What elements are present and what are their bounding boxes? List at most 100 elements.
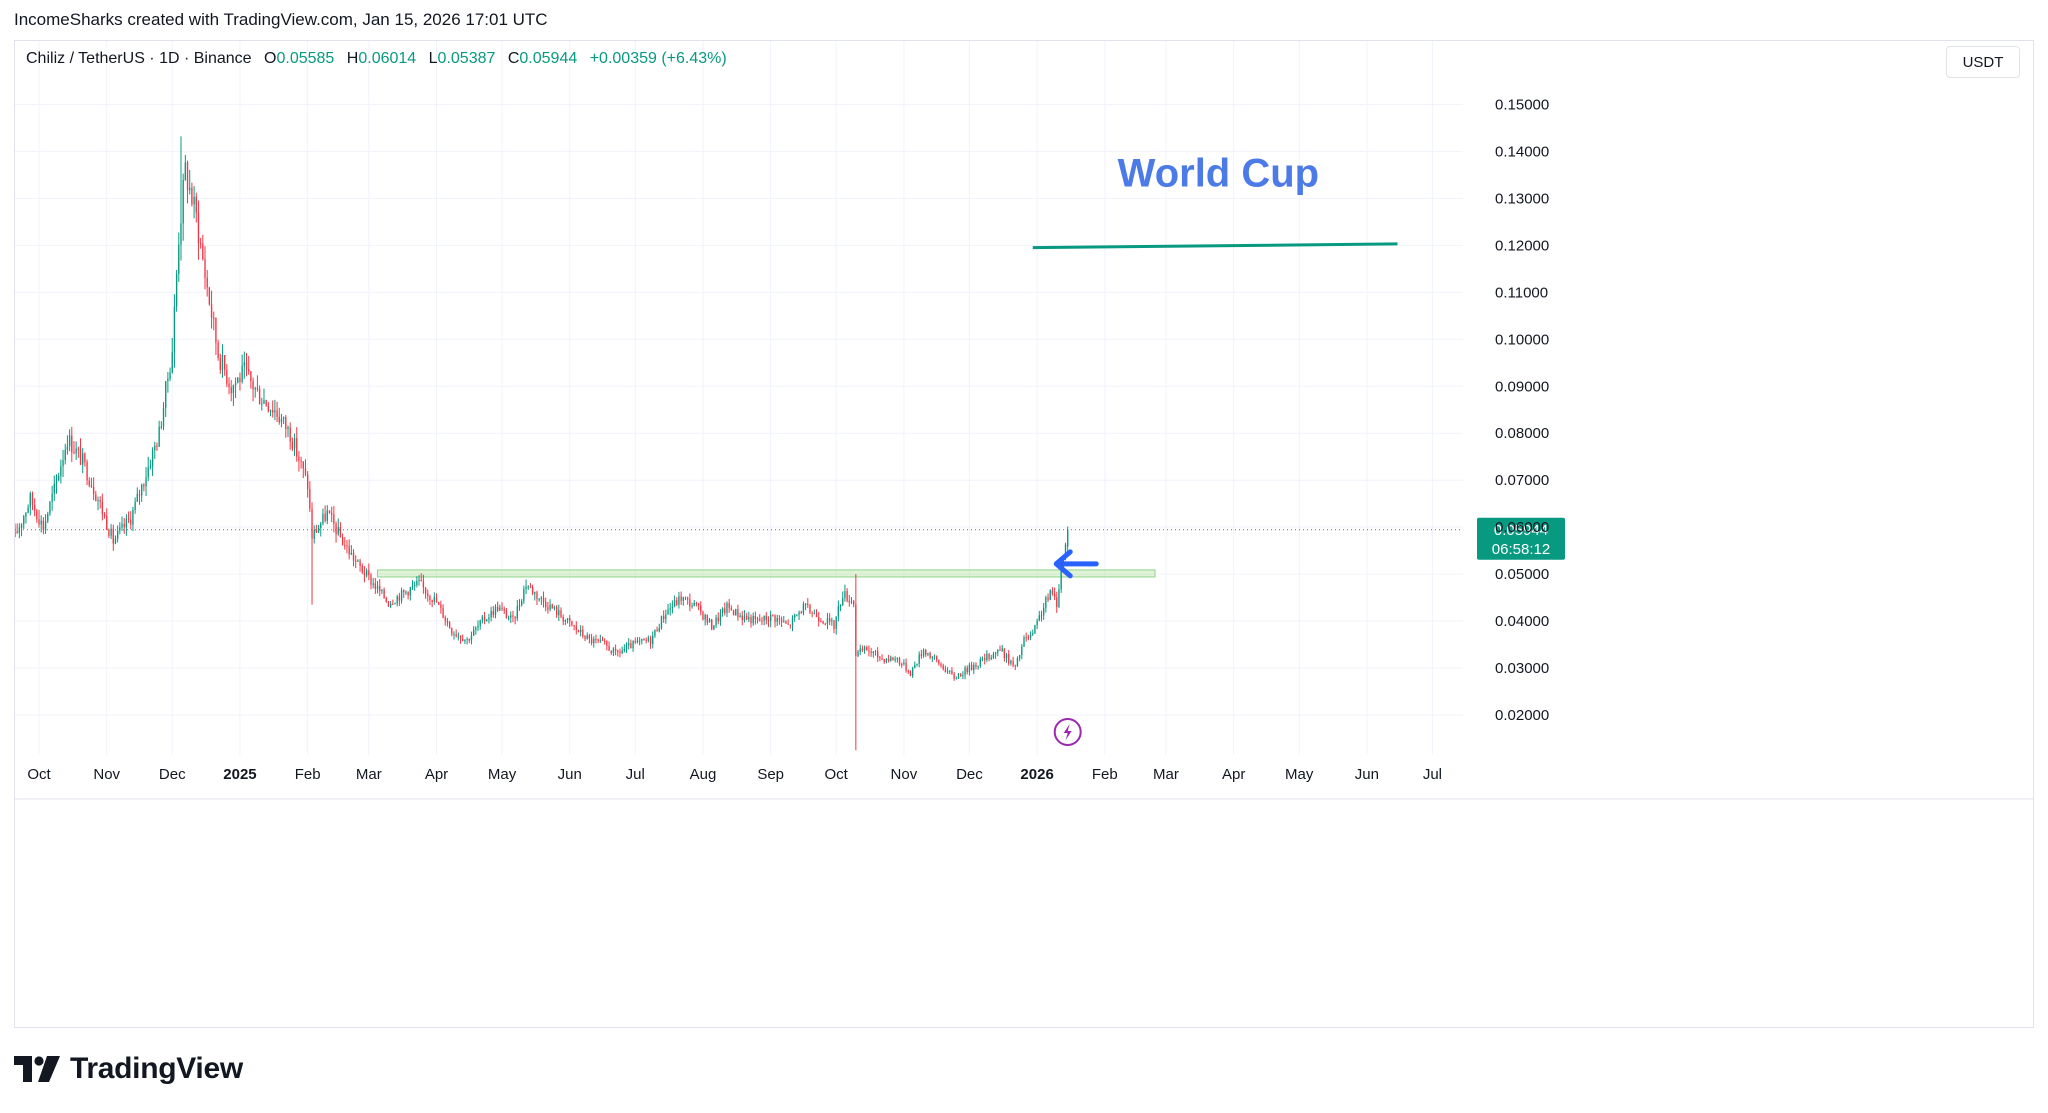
time-tick-label: Mar: [356, 766, 382, 783]
candle-body: [973, 664, 975, 671]
candle-body: [405, 591, 407, 593]
candle-body: [237, 377, 239, 383]
candle-body: [988, 653, 990, 660]
candle-body: [304, 468, 307, 475]
candle-body: [29, 493, 31, 508]
candle-body: [514, 616, 516, 619]
chart-panel[interactable]: 0.05944 06:58:12 World Cup 0.02000 0.03000 0…: [14, 40, 2034, 1028]
candle-body: [490, 610, 492, 618]
candle-body: [892, 657, 894, 661]
candle-body: [219, 357, 221, 370]
candle-body: [728, 603, 730, 609]
candle-body: [562, 617, 564, 622]
candle-body: [459, 635, 462, 639]
candle-body: [197, 212, 200, 244]
candle-body: [208, 287, 211, 305]
candle-body: [942, 665, 944, 670]
candle-body: [486, 619, 488, 622]
candle-body: [621, 650, 623, 654]
candle-body: [839, 604, 842, 607]
candle-body: [302, 461, 304, 469]
candle-body: [501, 607, 503, 609]
candle-body: [228, 383, 230, 388]
candle-body: [261, 403, 263, 405]
candle-body: [285, 417, 287, 429]
candle-body: [935, 656, 938, 660]
time-tick-label: Oct: [27, 766, 51, 783]
candle-body: [940, 663, 942, 666]
candle-body: [909, 671, 912, 676]
candle-body: [243, 362, 245, 366]
candle-body: [1067, 529, 1069, 547]
close-value: 0.05944: [519, 50, 578, 67]
candle-body: [103, 514, 106, 516]
candle-body: [363, 572, 366, 576]
candle-body: [822, 621, 824, 624]
candle-body: [27, 507, 29, 513]
candle-body: [180, 223, 182, 245]
candle-body: [134, 501, 136, 511]
candle-body: [754, 615, 757, 619]
candle-body: [140, 484, 143, 496]
candle-body: [162, 407, 165, 427]
candle-body: [929, 653, 931, 658]
candle-body: [992, 654, 995, 658]
candle-body: [604, 640, 606, 642]
candle-body: [818, 617, 820, 622]
candle-body: [101, 501, 104, 515]
candle-body: [1021, 646, 1023, 656]
candle-body: [394, 603, 396, 605]
candle-body: [265, 400, 267, 406]
candle-body: [79, 449, 82, 465]
candle-body: [132, 510, 134, 525]
candle-body: [337, 526, 339, 535]
candle-body: [846, 591, 848, 601]
candle-body: [641, 638, 643, 641]
candle-body: [785, 621, 787, 624]
candle-body: [686, 597, 689, 600]
candle-body: [735, 609, 737, 616]
candle-body: [156, 445, 158, 447]
candle-body: [167, 378, 169, 382]
candle-body: [1003, 648, 1006, 659]
tradingview-logo-icon: [14, 1056, 60, 1082]
candle-body: [422, 581, 425, 588]
candle-body: [820, 621, 822, 623]
candle-body: [372, 583, 374, 585]
candle-body: [704, 615, 706, 620]
candle-body: [173, 306, 176, 353]
candle-body: [1064, 544, 1067, 557]
symbol-title[interactable]: Chiliz / TetherUS · 1D · Binance: [26, 50, 252, 67]
candle-body: [767, 620, 770, 622]
candle-body: [756, 618, 759, 620]
candle-body: [979, 659, 982, 666]
candle-body: [555, 606, 558, 616]
candle-body: [199, 243, 202, 245]
tradingview-logo[interactable]: TradingView: [14, 1052, 243, 1086]
candle-body: [291, 441, 294, 449]
candle-body: [341, 537, 344, 546]
candle-body: [385, 598, 387, 602]
candle-body: [234, 382, 237, 386]
candle-body: [721, 608, 724, 614]
candle-body: [628, 643, 630, 645]
candle-body: [274, 410, 276, 413]
candle-body: [549, 604, 551, 610]
candle-body: [175, 273, 178, 307]
candle-body: [60, 466, 62, 477]
candle-body: [387, 601, 390, 607]
price-tick-label: 0.03000: [1495, 660, 1549, 677]
time-tick-label: Feb: [295, 766, 321, 783]
candle-body: [529, 586, 532, 588]
candle-body: [1049, 590, 1051, 600]
price-tick-label: 0.13000: [1495, 190, 1549, 207]
time-tick-label: Nov: [93, 766, 120, 783]
candle-body: [905, 662, 907, 671]
candle-body: [328, 510, 331, 513]
candle-body: [826, 618, 829, 624]
candle-body: [837, 606, 840, 617]
candles-layer: [15, 136, 1069, 751]
candle-body: [296, 438, 298, 457]
currency-button[interactable]: USDT: [1946, 46, 2020, 78]
